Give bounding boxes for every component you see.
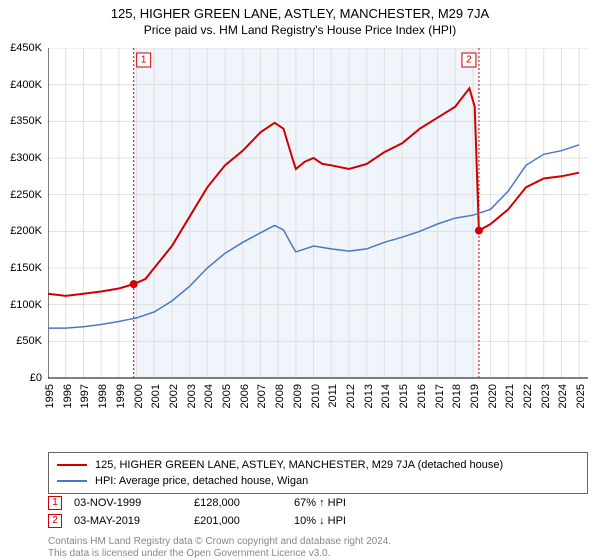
- chart-title: 125, HIGHER GREEN LANE, ASTLEY, MANCHEST…: [0, 0, 600, 21]
- svg-text:1: 1: [141, 55, 147, 66]
- chart-svg: 12: [48, 48, 588, 418]
- legend-swatch: [57, 464, 87, 466]
- y-axis-tick-label: £50K: [16, 335, 42, 347]
- legend-swatch: [57, 480, 87, 482]
- y-axis-tick-label: £150K: [10, 262, 42, 274]
- y-axis-tick-label: £400K: [10, 79, 42, 91]
- chart-subtitle: Price paid vs. HM Land Registry's House …: [0, 21, 600, 37]
- transaction-pct: 67% ↑ HPI: [294, 497, 394, 509]
- y-axis-tick-label: £250K: [10, 189, 42, 201]
- legend-item: HPI: Average price, detached house, Wiga…: [57, 473, 579, 489]
- y-axis-tick-label: £100K: [10, 299, 42, 311]
- y-axis-tick-label: £450K: [10, 42, 42, 54]
- transaction-date: 03-MAY-2019: [74, 515, 194, 527]
- transaction-date: 03-NOV-1999: [74, 497, 194, 509]
- attribution-text: Contains HM Land Registry data © Crown c…: [48, 536, 391, 560]
- svg-text:2: 2: [466, 55, 472, 66]
- transaction-badge: 1: [48, 496, 62, 510]
- y-axis-tick-label: £0: [30, 372, 42, 384]
- y-axis-tick-label: £350K: [10, 115, 42, 127]
- transaction-price: £201,000: [194, 515, 294, 527]
- legend-label: HPI: Average price, detached house, Wiga…: [95, 475, 308, 487]
- y-axis-tick-label: £300K: [10, 152, 42, 164]
- chart-area: 12 £0£50K£100K£150K£200K£250K£300K£350K£…: [48, 48, 588, 418]
- transaction-pct: 10% ↓ HPI: [294, 515, 394, 527]
- x-axis-tick-label: 2025: [575, 384, 600, 408]
- legend-item: 125, HIGHER GREEN LANE, ASTLEY, MANCHEST…: [57, 457, 579, 473]
- transaction-price: £128,000: [194, 497, 294, 509]
- chart-container: { "title": "125, HIGHER GREEN LANE, ASTL…: [0, 0, 600, 560]
- legend-box: 125, HIGHER GREEN LANE, ASTLEY, MANCHEST…: [48, 452, 588, 494]
- transaction-row-2: 2 03-MAY-2019 £201,000 10% ↓ HPI: [48, 514, 588, 528]
- transaction-row-1: 1 03-NOV-1999 £128,000 67% ↑ HPI: [48, 496, 588, 510]
- legend-label: 125, HIGHER GREEN LANE, ASTLEY, MANCHEST…: [95, 459, 503, 471]
- transaction-badge: 2: [48, 514, 62, 528]
- y-axis-tick-label: £200K: [10, 225, 42, 237]
